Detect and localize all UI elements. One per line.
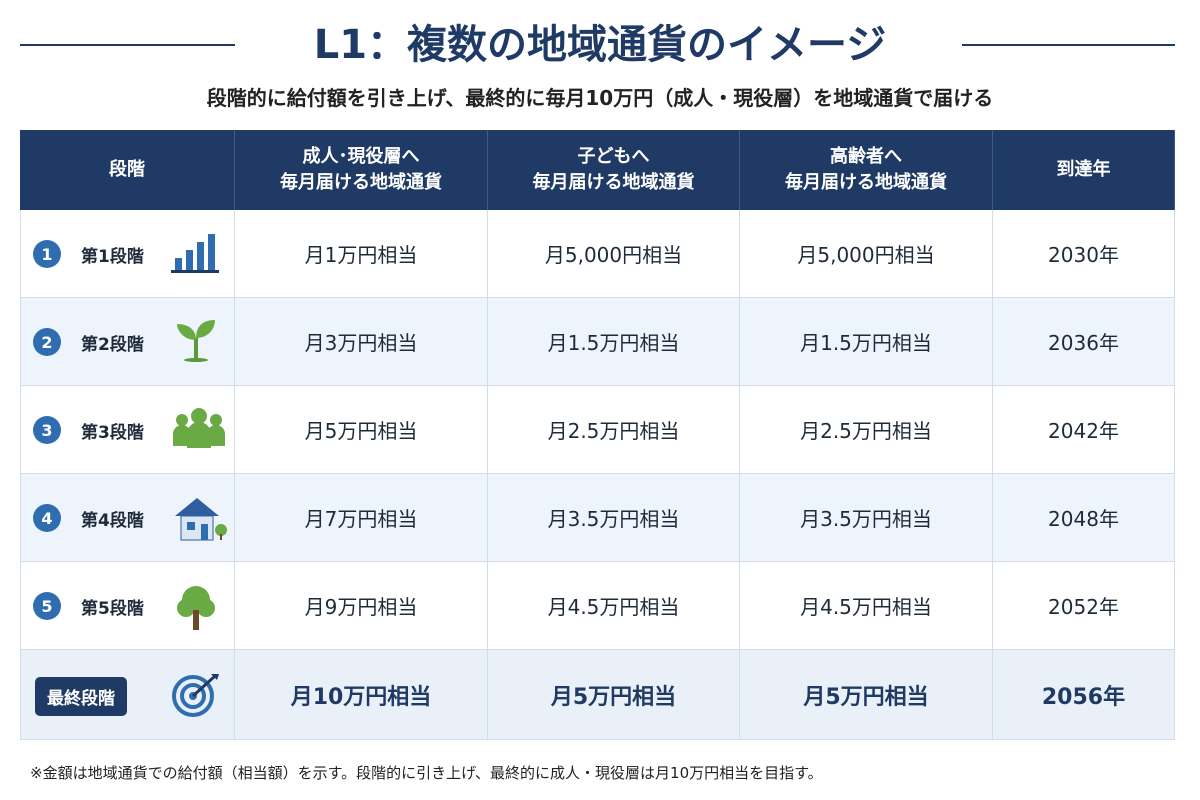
stage-label: 第2段階 — [81, 335, 144, 355]
icon — [171, 406, 227, 455]
value-cell: 月7万円相当 — [235, 474, 488, 562]
stage-number: 3 — [33, 416, 61, 444]
column-header: 高齢者へ毎月届ける地域通貨 — [740, 130, 993, 210]
value-cell: 月3万円相当 — [235, 298, 488, 386]
header-line: 子どもへ — [577, 146, 650, 167]
final-value-cell: 月10万円相当 — [235, 650, 488, 740]
header-line: 毎月届ける地域通貨 — [785, 172, 947, 193]
column-header: 到達年 — [993, 130, 1175, 210]
icon-graphic — [177, 320, 215, 362]
stage-cell: 3 第3段階 — [20, 386, 235, 474]
value-cell: 月2.5万円相当 — [740, 386, 993, 474]
header-line: 毎月届ける地域通貨 — [280, 172, 442, 193]
value-cell: 月5,000円相当 — [740, 210, 993, 298]
stage-label: 第5段階 — [81, 599, 144, 619]
stage-cell: 2 第2段階 — [20, 298, 235, 386]
final-value-cell: 2056年 — [993, 650, 1175, 740]
footnote: ※金額は地域通貨での給付額（相当額）を示す。段階的に引き上げ、最終的に成人・現役… — [30, 764, 823, 782]
title: L1：複数の地域通貨のイメージ — [313, 22, 887, 68]
value-cell: 月9万円相当 — [235, 562, 488, 650]
stage-cell: 最終段階 — [20, 650, 235, 740]
value-cell: 2048年 — [993, 474, 1175, 562]
value-cell: 2042年 — [993, 386, 1175, 474]
icon — [171, 230, 221, 279]
title-rule — [20, 44, 235, 46]
value-cell: 月3.5万円相当 — [488, 474, 740, 562]
final-stage-badge: 最終段階 — [35, 677, 127, 716]
column-header: 子どもへ毎月届ける地域通貨 — [488, 130, 740, 210]
stage-label: 第3段階 — [81, 423, 144, 443]
stage-cell: 1 第1段階 — [20, 210, 235, 298]
value-cell: 2030年 — [993, 210, 1175, 298]
icon-graphic — [177, 586, 215, 630]
header-line: 高齢者へ — [830, 146, 902, 167]
final-value-cell: 月5万円相当 — [740, 650, 993, 740]
stage-number: 4 — [33, 504, 61, 532]
header-line: 到達年 — [1056, 159, 1111, 180]
header-line: 毎月届ける地域通貨 — [532, 172, 695, 193]
value-cell: 月4.5万円相当 — [740, 562, 993, 650]
icon-graphic — [171, 234, 219, 273]
value-cell: 月5,000円相当 — [488, 210, 740, 298]
stage-label: 第4段階 — [81, 511, 144, 531]
value-cell: 月3.5万円相当 — [740, 474, 993, 562]
stage-label: 第1段階 — [81, 247, 144, 267]
icon-graphic — [173, 408, 225, 448]
value-cell: 月2.5万円相当 — [488, 386, 740, 474]
header-line: 成人･現役層へ — [302, 146, 420, 167]
value-cell: 2036年 — [993, 298, 1175, 386]
icon-graphic — [175, 498, 227, 541]
icon-graphic — [172, 674, 219, 717]
column-header: 段階 — [20, 130, 235, 210]
header-line: 段階 — [109, 159, 145, 180]
column-header: 成人･現役層へ毎月届ける地域通貨 — [235, 130, 488, 210]
icon — [171, 494, 231, 549]
stage-number: 5 — [33, 592, 61, 620]
icon — [171, 318, 221, 367]
value-cell: 月1万円相当 — [235, 210, 488, 298]
icon — [171, 582, 221, 637]
value-cell: 月1.5万円相当 — [488, 298, 740, 386]
stage-number: 2 — [33, 328, 61, 356]
stage-cell: 5 第5段階 — [20, 562, 235, 650]
stage-cell: 4 第4段階 — [20, 474, 235, 562]
final-value-cell: 月5万円相当 — [488, 650, 740, 740]
icon — [171, 670, 223, 723]
title-rule — [962, 44, 1175, 46]
stage-number: 1 — [33, 240, 61, 268]
subtitle: 段階的に給付額を引き上げ、最終的に毎月10万円（成人・現役層）を地域通貨で届ける — [206, 86, 994, 110]
value-cell: 月4.5万円相当 — [488, 562, 740, 650]
value-cell: 2052年 — [993, 562, 1175, 650]
value-cell: 月5万円相当 — [235, 386, 488, 474]
value-cell: 月1.5万円相当 — [740, 298, 993, 386]
